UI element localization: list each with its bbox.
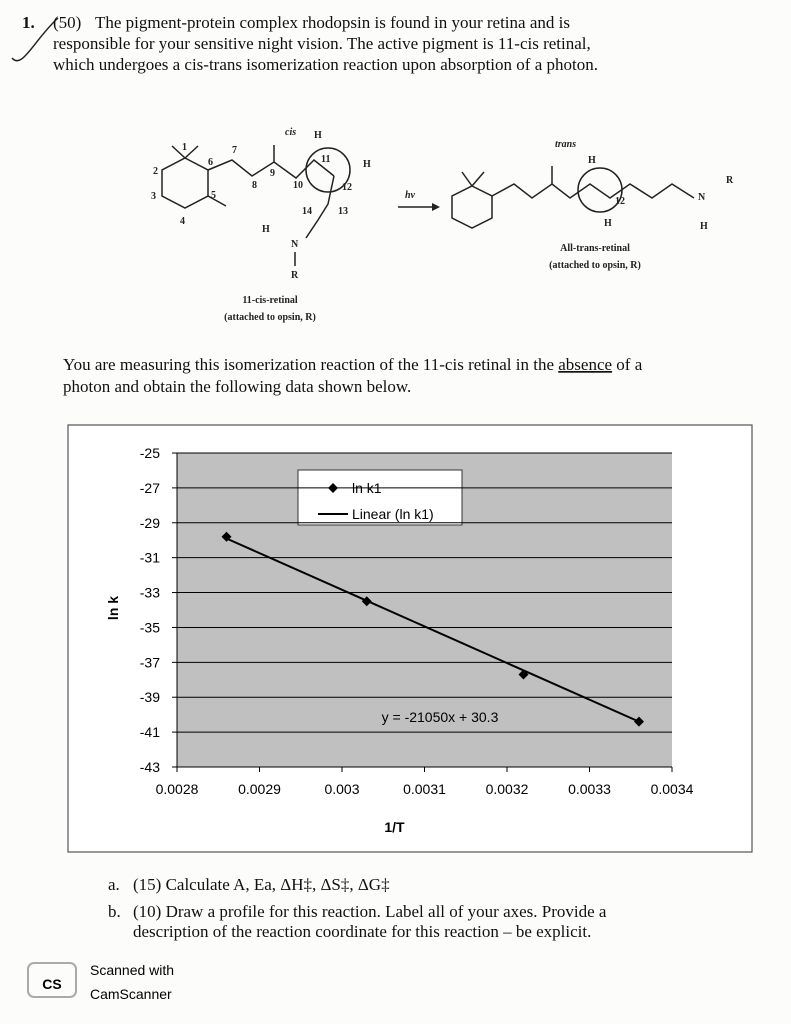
question-number: 1. — [22, 13, 35, 32]
trend-line — [226, 537, 640, 723]
y-tick-label: -29 — [140, 515, 160, 531]
x-tick-label: 0.003 — [324, 781, 359, 797]
left-name: 11-cis-retinal — [242, 295, 298, 306]
pen-stroke — [11, 17, 59, 62]
atom-label: 12 — [615, 196, 625, 207]
atom-label: H — [700, 221, 708, 232]
trend-equation: y = -21050x + 30.3 — [382, 709, 499, 725]
intro-emphasis: absence — [558, 355, 612, 374]
atom-label: 6 — [208, 157, 213, 168]
legend-label: Linear (ln k1) — [352, 506, 434, 522]
atom-label: H — [604, 218, 612, 229]
x-tick-label: 0.0031 — [403, 781, 446, 797]
atom-label: H — [314, 130, 322, 141]
atom-label: H — [363, 159, 371, 170]
atom-label: 1 — [182, 142, 187, 153]
left-molecule — [161, 145, 351, 266]
intro-text: of a — [612, 355, 643, 374]
x-tick-label: 0.0034 — [651, 781, 694, 797]
arrow-label: hν — [405, 190, 416, 201]
part-line: (15) Calculate A, Ea, ΔH‡, ΔS‡, ΔG‡ — [133, 875, 390, 894]
atom-label: 11 — [321, 154, 330, 165]
part-label: a. — [108, 875, 120, 894]
y-tick-label: -25 — [140, 445, 160, 461]
watermark-text: Scanned with — [90, 962, 174, 978]
atom-label: 2 — [153, 166, 158, 177]
left-note: (attached to opsin, R) — [224, 312, 316, 323]
y-tick-label: -37 — [140, 654, 160, 670]
watermark-badge — [27, 962, 77, 998]
intro-line: photon and obtain the following data sho… — [63, 377, 411, 396]
atom-label: 9 — [270, 168, 275, 179]
y-tick-label: -31 — [140, 550, 160, 566]
y-tick-label: -39 — [140, 689, 160, 705]
atom-label: 4 — [180, 216, 185, 227]
question-line: which undergoes a cis-trans isomerizatio… — [53, 55, 598, 74]
arrow-head — [432, 203, 440, 211]
y-axis-label: ln k — [105, 596, 121, 620]
x-tick-label: 0.0032 — [486, 781, 529, 797]
x-tick-label: 0.0028 — [156, 781, 199, 797]
atom-label: 12 — [342, 182, 352, 193]
y-tick-label: -35 — [140, 619, 160, 635]
atom-label: N — [698, 192, 706, 203]
legend-swatch — [328, 483, 338, 493]
y-tick-label: -43 — [140, 759, 160, 775]
atom-label: 13 — [338, 206, 348, 217]
legend-label: ln k1 — [352, 480, 382, 496]
atom-label: 8 — [252, 180, 257, 191]
legend-box — [297, 469, 463, 526]
x-tick-label: 0.0033 — [568, 781, 611, 797]
question-line: The pigment-protein complex rhodopsin is… — [95, 13, 570, 32]
intro-text: You are measuring this isomerization rea… — [63, 355, 558, 374]
watermark-text: CamScanner — [90, 986, 172, 1002]
atom-label: 5 — [211, 190, 216, 201]
atom-label: 10 — [293, 180, 303, 191]
part-label: b. — [108, 902, 121, 921]
right-name: All-trans-retinal — [560, 243, 630, 254]
x-tick-label: 0.0029 — [238, 781, 281, 797]
intro-line: You are measuring this isomerization rea… — [63, 355, 643, 374]
y-tick-label: -41 — [140, 724, 160, 740]
watermark-badge-text: CS — [42, 976, 61, 992]
right-note: (attached to opsin, R) — [549, 260, 641, 271]
trans-label: trans — [555, 139, 576, 150]
atom-label: R — [726, 175, 734, 186]
atom-label: H — [588, 155, 596, 166]
atom-label: H — [262, 224, 270, 235]
part-line: description of the reaction coordinate f… — [133, 922, 591, 941]
question-line: responsible for your sensitive night vis… — [53, 34, 591, 53]
y-tick-label: -27 — [140, 480, 160, 496]
atom-label: 7 — [232, 145, 237, 156]
question-points: (50) — [53, 13, 81, 32]
atom-label: N — [291, 239, 299, 250]
part-line: (10) Draw a profile for this reaction. L… — [133, 902, 607, 921]
atom-label: 3 — [151, 191, 156, 202]
right-molecule — [451, 166, 695, 229]
x-axis-label: 1/T — [384, 819, 405, 835]
cis-label: cis — [285, 127, 296, 138]
y-tick-label: -33 — [140, 585, 160, 601]
atom-label: 14 — [302, 206, 312, 217]
atom-label: R — [291, 270, 299, 281]
